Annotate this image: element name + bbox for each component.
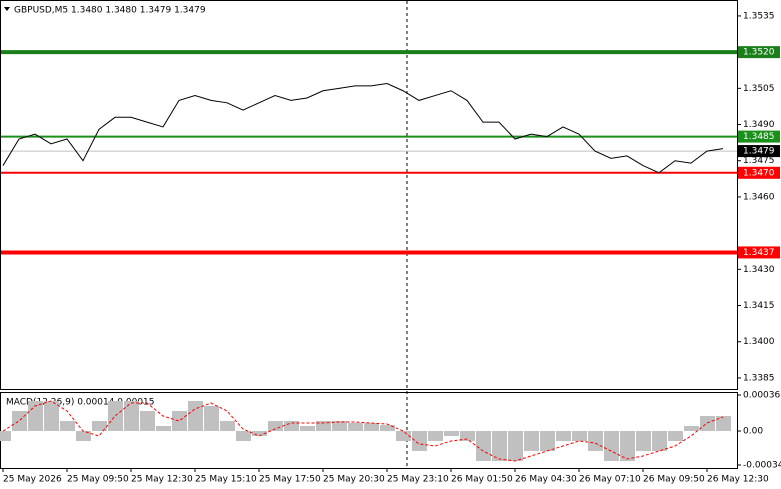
x-tick-label: 25 May 09:50: [67, 475, 129, 485]
chart-title: GBPUSD,M5 1.3480 1.3480 1.3479 1.3479: [14, 6, 206, 16]
y-tick-label: 1.3430: [743, 265, 775, 275]
macd-bar: [604, 431, 619, 461]
macd-bar: [652, 431, 667, 451]
y-tick-label: 1.3475: [743, 156, 775, 166]
y-tick-label: -0.00034: [743, 461, 781, 471]
signal-line: [2, 400, 724, 462]
macd-bar: [396, 431, 411, 441]
macd-bar: [268, 421, 283, 431]
macd-bar: [524, 431, 539, 451]
macd-bar: [140, 411, 155, 431]
macd-bar: [220, 421, 235, 431]
y-tick-label: 1.3400: [743, 337, 775, 347]
x-tick-label: 26 May 04:30: [515, 475, 577, 485]
y-tick-label: 1.3490: [743, 120, 775, 130]
x-tick-label: 25 May 20:30: [323, 475, 385, 485]
macd-bar: [60, 421, 75, 431]
y-tick-label: 1.3535: [743, 11, 775, 21]
price-line: [2, 82, 724, 174]
x-tick-label: 25 May 12:30: [131, 475, 193, 485]
y-tick-label: 1.3385: [743, 373, 775, 383]
macd-bar: [0, 431, 11, 441]
x-tick-label: 26 May 09:50: [643, 475, 705, 485]
y-tick-label: 1.3460: [743, 192, 775, 202]
macd-bar: [588, 431, 603, 451]
level-label: 1.3520: [743, 48, 775, 58]
level-label: 1.3470: [743, 168, 775, 178]
macd-bar: [236, 431, 251, 441]
macd-bar: [332, 421, 347, 431]
macd-bar: [12, 411, 27, 431]
macd-bar: [44, 401, 59, 431]
macd-bar: [540, 431, 555, 451]
macd-bar: [444, 431, 459, 436]
macd-bar: [108, 401, 123, 431]
macd-bar: [492, 431, 507, 461]
y-tick-label: 0.00036: [743, 391, 780, 401]
macd-bar: [316, 421, 331, 431]
x-tick-label: 26 May 07:10: [579, 475, 641, 485]
macd-bar: [348, 423, 363, 431]
macd-bar: [556, 431, 571, 441]
last-price-box: [738, 145, 780, 158]
macd-bar: [380, 425, 395, 431]
macd-bar: [716, 416, 731, 431]
macd-bar: [124, 401, 139, 431]
macd-bar: [572, 431, 587, 441]
title-arrow: [4, 7, 10, 11]
macd-bar: [700, 416, 715, 431]
macd-bar: [460, 431, 475, 441]
macd-bar: [684, 426, 699, 431]
macd-title: MACD(12,26,9) 0.00014 0.00015: [6, 398, 155, 408]
macd-bar: [668, 431, 683, 441]
macd-bar: [476, 431, 491, 461]
macd-bar: [284, 421, 299, 431]
macd-bar: [252, 431, 267, 436]
macd-bar: [636, 431, 651, 451]
x-tick-label: 26 May 12:30: [707, 475, 769, 485]
macd-bar: [364, 423, 379, 431]
macd-bar: [620, 431, 635, 461]
level-label-box: [738, 130, 780, 143]
macd-bar: [428, 431, 443, 441]
level-label: 1.3437: [743, 248, 775, 258]
level-label-box: [738, 246, 780, 259]
macd-bar: [188, 401, 203, 431]
x-tick-label: 26 May 01:50: [451, 475, 513, 485]
level-label-box: [738, 46, 780, 59]
x-tick-label: 25 May 15:10: [195, 475, 257, 485]
y-tick-label: 1.3505: [743, 84, 775, 94]
macd-bar: [172, 411, 187, 431]
macd-bar: [156, 426, 171, 431]
y-tick-label: 0.00: [743, 427, 763, 437]
macd-bar: [204, 406, 219, 431]
y-tick-label: 1.3415: [743, 301, 775, 311]
macd-bar: [412, 431, 427, 451]
macd-bar: [92, 421, 107, 431]
level-label-box: [738, 166, 780, 179]
x-tick-label: 25 May 23:10: [387, 475, 449, 485]
macd-bar: [76, 431, 91, 441]
x-tick-label: 25 May 17:50: [259, 475, 321, 485]
level-label: 1.3485: [743, 132, 775, 142]
main-frame: [0, 0, 738, 390]
x-tick-label: 25 May 2026: [3, 475, 62, 485]
last-price-label: 1.3479: [743, 147, 775, 157]
macd-bar: [508, 431, 523, 461]
macd-bar: [300, 426, 315, 431]
